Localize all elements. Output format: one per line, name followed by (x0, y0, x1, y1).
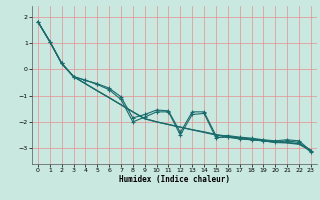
X-axis label: Humidex (Indice chaleur): Humidex (Indice chaleur) (119, 175, 230, 184)
